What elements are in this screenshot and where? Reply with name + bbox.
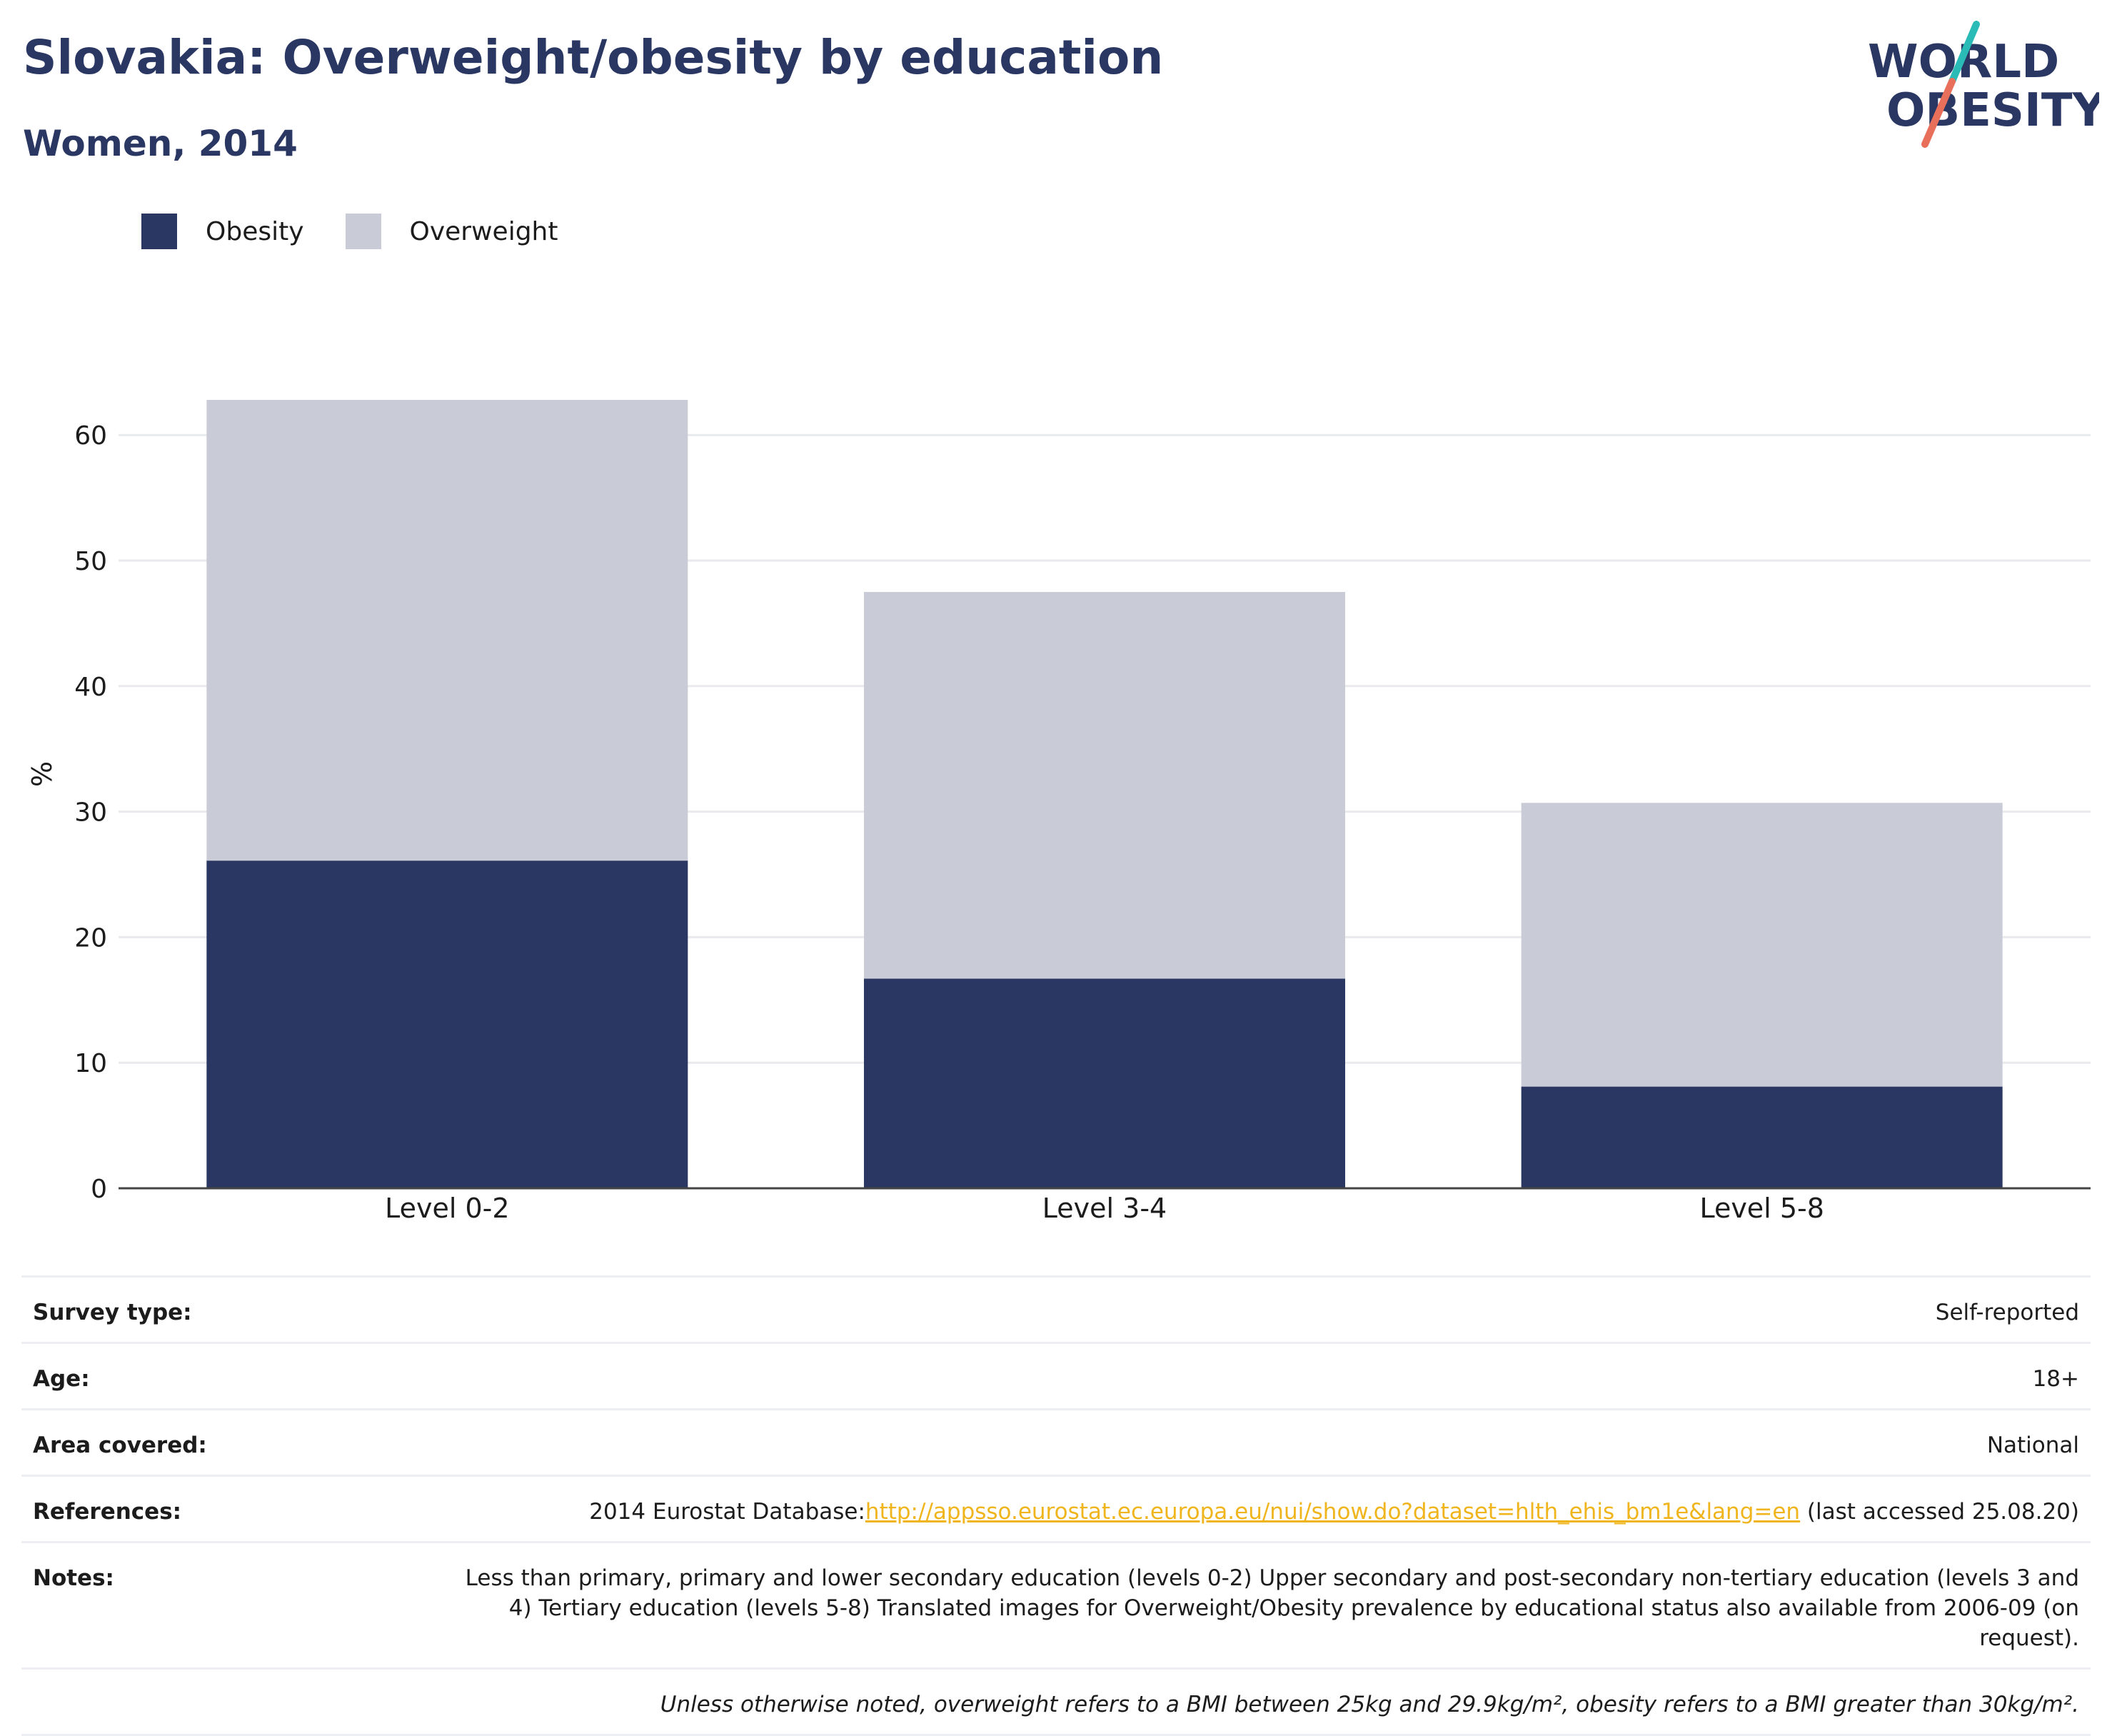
axes: 0 10 20 30 40 50 60 Level 0-2 Level 3-4 Level 5-8…	[26, 421, 2091, 1224]
x-tick-label: Level 3-4	[1042, 1193, 1167, 1224]
bar-overweight-1[interactable]	[206, 399, 688, 861]
y-tick-label: 60	[74, 421, 107, 451]
logo-word-obesity: OBESITY	[1886, 84, 2099, 137]
references-value: 2014 Eurostat Database:http://appsso.eur…	[589, 1497, 2079, 1527]
y-tick-label: 30	[74, 798, 107, 828]
area-value: National	[1986, 1433, 2079, 1458]
info-row-age: Age: 18+	[21, 1342, 2091, 1408]
legend-swatch-overweight	[345, 214, 381, 249]
bar-obesity-2[interactable]	[864, 978, 1345, 1188]
y-tick-label: 40	[74, 673, 107, 702]
bmi-footnote: Unless otherwise noted, overweight refer…	[660, 1692, 2079, 1717]
age-label: Age:	[33, 1366, 90, 1392]
info-row-references: References: 2014 Eurostat Database:http:…	[21, 1475, 2091, 1541]
bar-obesity-3[interactable]	[1521, 1086, 2003, 1188]
legend-item-obesity[interactable]: Obesity	[141, 214, 304, 249]
notes-label: Notes:	[33, 1565, 114, 1591]
y-tick-label: 50	[74, 547, 107, 576]
chart-title: Slovakia: Overweight/obesity by educatio…	[23, 30, 1164, 85]
stacked-bar-chart: 0 10 20 30 40 50 60 Level 0-2 Level 3-4 Level 5-8…	[26, 399, 2091, 1224]
info-row-area: Area covered: National	[21, 1408, 2091, 1475]
area-label: Area covered:	[33, 1433, 207, 1458]
logo-slash-coral	[1921, 78, 1956, 148]
bar-obesity-1[interactable]	[206, 861, 688, 1188]
bar-overweight-3[interactable]	[1521, 803, 2003, 1087]
notes-value: Less than primary, primary and lower sec…	[465, 1565, 2079, 1651]
references-label: References:	[33, 1499, 182, 1525]
legend-label-obesity: Obesity	[206, 216, 304, 246]
bars	[206, 399, 2003, 1188]
y-axis-label: %	[26, 761, 58, 787]
bar-overweight-2[interactable]	[864, 591, 1345, 979]
info-row-survey-type: Survey type: Self-reported	[21, 1275, 2091, 1342]
age-value: 18+	[2032, 1366, 2079, 1392]
logo-slash-teal	[1948, 21, 1980, 85]
y-tick-label: 20	[74, 923, 107, 953]
y-tick-label: 0	[91, 1175, 107, 1204]
y-tick-label: 10	[74, 1049, 107, 1078]
chart-legend: Obesity Overweight	[141, 211, 599, 251]
references-prefix: 2014 Eurostat Database:	[589, 1499, 865, 1525]
references-suffix: (last accessed 25.08.20)	[1800, 1499, 2079, 1525]
legend-swatch-obesity	[141, 214, 177, 249]
chart-subtitle: Women, 2014	[23, 123, 298, 164]
info-table: Survey type: Self-reported Age: 18+ Area…	[21, 1275, 2091, 1736]
x-tick-label: Level 5-8	[1699, 1193, 1824, 1224]
info-row-notes: Notes: Less than primary, primary and lo…	[21, 1541, 2091, 1667]
x-tick-label: Level 0-2	[385, 1193, 509, 1224]
legend-item-overweight[interactable]: Overweight	[345, 214, 558, 249]
survey-type-label: Survey type:	[33, 1300, 192, 1325]
info-row-footnote: Unless otherwise noted, overweight refer…	[21, 1667, 2091, 1736]
legend-label-overweight: Overweight	[409, 216, 558, 246]
references-link[interactable]: http://appsso.eurostat.ec.europa.eu/nui/…	[865, 1499, 1801, 1525]
world-obesity-logo: WORLD OBESITY	[1868, 21, 2099, 148]
survey-type-value: Self-reported	[1935, 1300, 2079, 1325]
